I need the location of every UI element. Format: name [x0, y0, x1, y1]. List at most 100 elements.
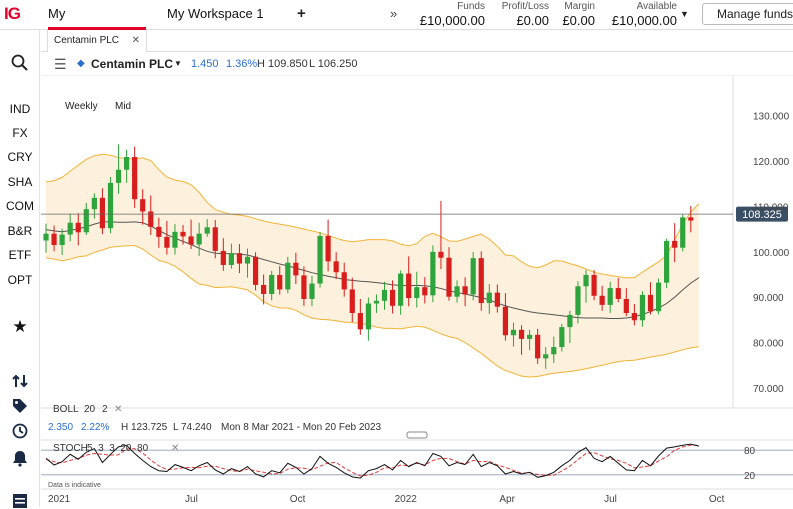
bell-icon[interactable]: [11, 449, 29, 467]
candle-body: [527, 334, 533, 339]
candle-body: [631, 313, 637, 321]
boll-label[interactable]: BOLL: [53, 404, 79, 415]
candle: [672, 223, 678, 263]
candle-body: [502, 306, 509, 336]
search-icon[interactable]: [11, 54, 29, 72]
sidebar-item-ind[interactable]: IND: [9, 102, 31, 116]
sidebar-item-opt[interactable]: OPT: [7, 273, 33, 287]
candle: [140, 189, 146, 225]
market-tab[interactable]: Centamin PLC ✕: [47, 30, 147, 52]
profit-loss-label: Profit/Loss: [501, 1, 549, 12]
candle-body: [478, 258, 484, 304]
candle: [124, 149, 130, 183]
candle: [228, 243, 234, 269]
sort-arrows-icon[interactable]: [12, 373, 28, 389]
price-change-pct: 1.36%: [226, 58, 258, 70]
candle-body: [261, 284, 267, 294]
candle-body: [672, 240, 678, 248]
workspace-tab[interactable]: My Workspace 1: [167, 0, 264, 30]
candle-body: [349, 289, 355, 314]
pane-resize-handle[interactable]: [406, 431, 428, 439]
available-label: Available: [636, 1, 677, 12]
candle: [446, 247, 452, 301]
y-tick-label: 130.000: [753, 112, 790, 123]
stoch-label[interactable]: STOCH: [53, 443, 88, 454]
bollinger-band-fill: [46, 154, 699, 377]
close-icon[interactable]: ✕: [171, 443, 179, 454]
double-chevron-right-icon[interactable]: »: [390, 6, 398, 21]
profit-loss-metric: Profit/Loss £0.00: [495, 1, 549, 28]
sidebar-item-fx[interactable]: FX: [12, 126, 28, 140]
y-tick-label: 70.000: [753, 384, 784, 395]
candle: [164, 220, 170, 255]
candle: [438, 201, 444, 270]
candle-body: [204, 227, 210, 234]
candle-body: [414, 287, 420, 299]
bollinger-lower-line: [45, 244, 699, 378]
candle-body: [140, 199, 146, 212]
profit-loss-value: £0.00: [516, 13, 549, 28]
candle-body: [430, 251, 436, 296]
candle-body: [164, 236, 170, 248]
workspace-tab-active[interactable]: My Workspace▼: [48, 0, 146, 49]
chevron-down-icon[interactable]: ▼: [680, 9, 689, 19]
candle-body: [357, 313, 363, 330]
date-range: Mon 8 Mar 2021 - Mon 20 Feb 2023: [221, 422, 382, 433]
tag-icon[interactable]: [12, 398, 28, 414]
candle-body: [470, 258, 476, 295]
candle: [357, 298, 363, 335]
sidebar-item-etf[interactable]: ETF: [8, 248, 32, 262]
session-high: H 109.850: [257, 58, 308, 70]
close-icon[interactable]: ✕: [114, 404, 122, 415]
candle-body: [51, 233, 57, 245]
sidebar-item-cry[interactable]: CRY: [7, 150, 33, 164]
candle: [59, 228, 65, 255]
candle: [551, 336, 557, 363]
price-chart[interactable]: 108.325 130.000 120.000 110.000 100.000 90.0…: [41, 76, 793, 507]
candle: [599, 285, 605, 311]
candle: [43, 223, 49, 253]
market-name[interactable]: Centamin PLC: [91, 57, 174, 71]
candle-body: [59, 234, 65, 245]
candle: [212, 220, 218, 259]
sidebar-item-sha[interactable]: SHA: [7, 175, 33, 189]
candle: [688, 205, 694, 233]
star-icon[interactable]: ★: [12, 317, 28, 336]
sidebar-item-br[interactable]: B&R: [7, 224, 33, 238]
candle-body: [309, 283, 315, 299]
stochastic-pane: 80 20: [41, 443, 793, 482]
margin-metric: Margin £0.00: [558, 1, 595, 28]
x-tick-label: 2022: [395, 494, 418, 505]
candle-body: [83, 209, 89, 233]
candle-body: [406, 273, 412, 299]
candle-body: [422, 287, 428, 296]
last-price-label: 108.325: [742, 209, 782, 221]
candle-body: [252, 256, 259, 285]
add-workspace-icon[interactable]: +: [297, 5, 306, 22]
candle: [567, 310, 573, 343]
chart-grid: [41, 76, 793, 409]
document-icon[interactable]: [12, 493, 28, 509]
sidebar-item-com[interactable]: COM: [6, 199, 34, 213]
candle-body: [543, 354, 549, 359]
boll-dev: 2: [102, 404, 108, 415]
menu-icon[interactable]: ☰: [54, 56, 67, 72]
candle-body: [551, 347, 557, 355]
candle-body: [196, 233, 202, 245]
candle: [325, 219, 331, 272]
chevron-down-icon[interactable]: ▼: [174, 59, 182, 68]
market-tab-bar: Centamin PLC ✕: [41, 30, 793, 52]
candle-body: [389, 289, 396, 306]
last-price-badge: 108.325: [736, 206, 788, 222]
candle-body: [317, 235, 323, 284]
candle-body: [99, 197, 106, 229]
candlestick-series: [43, 144, 694, 369]
candle: [196, 222, 202, 256]
boll-period: 20: [84, 404, 96, 415]
candle-body: [172, 231, 178, 248]
manage-funds-button[interactable]: Manage funds: [702, 3, 793, 25]
close-icon[interactable]: ✕: [131, 35, 140, 46]
price-type-label[interactable]: Mid: [115, 101, 131, 112]
interval-label[interactable]: Weekly: [65, 101, 98, 112]
history-icon[interactable]: [11, 422, 29, 440]
